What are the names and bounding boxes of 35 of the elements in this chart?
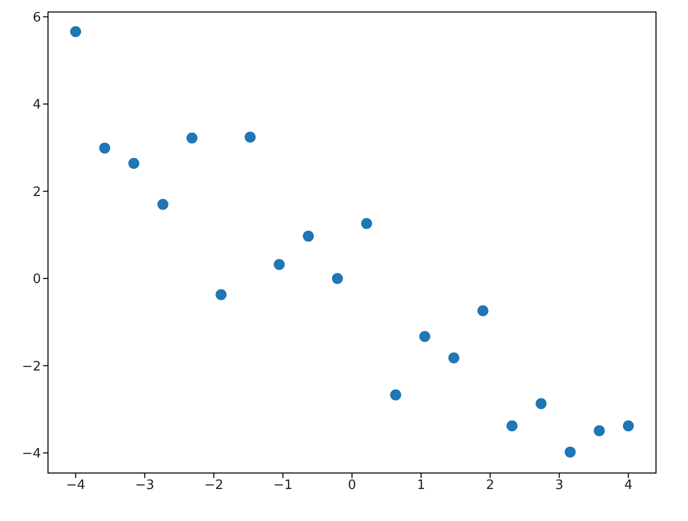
point xyxy=(506,420,518,432)
point xyxy=(332,272,343,284)
x-tick-label: −1 xyxy=(273,478,292,494)
point xyxy=(128,158,140,169)
x-tick-label: 3 xyxy=(555,478,564,494)
point xyxy=(216,289,227,300)
point xyxy=(70,26,82,38)
y-tick-label: 0 xyxy=(32,272,41,288)
point xyxy=(99,142,110,154)
point xyxy=(419,330,430,342)
point xyxy=(302,230,314,242)
point xyxy=(477,305,488,316)
y-tick-label: −4 xyxy=(22,446,41,462)
y-tick-label: 4 xyxy=(32,98,41,113)
x-tick-label: 2 xyxy=(486,478,494,494)
y-tick-label: −2 xyxy=(22,359,41,374)
x-tick-label: 0 xyxy=(348,478,356,494)
point xyxy=(594,425,605,436)
point xyxy=(244,132,256,143)
point xyxy=(448,352,460,364)
x-tick-label: −4 xyxy=(66,478,86,494)
point xyxy=(361,218,372,230)
point xyxy=(564,446,576,458)
x-tick-label: −3 xyxy=(135,478,154,494)
point xyxy=(186,132,198,144)
x-tick-label: −2 xyxy=(204,478,224,494)
point xyxy=(536,398,547,410)
x-tick-label: 4 xyxy=(624,478,633,494)
y-tick-label: 6 xyxy=(32,10,41,26)
point xyxy=(274,259,285,270)
point xyxy=(157,198,168,210)
point xyxy=(390,389,402,400)
x-tick-label: 1 xyxy=(416,478,426,494)
point xyxy=(622,420,634,432)
y-tick-label: 2 xyxy=(32,184,41,200)
